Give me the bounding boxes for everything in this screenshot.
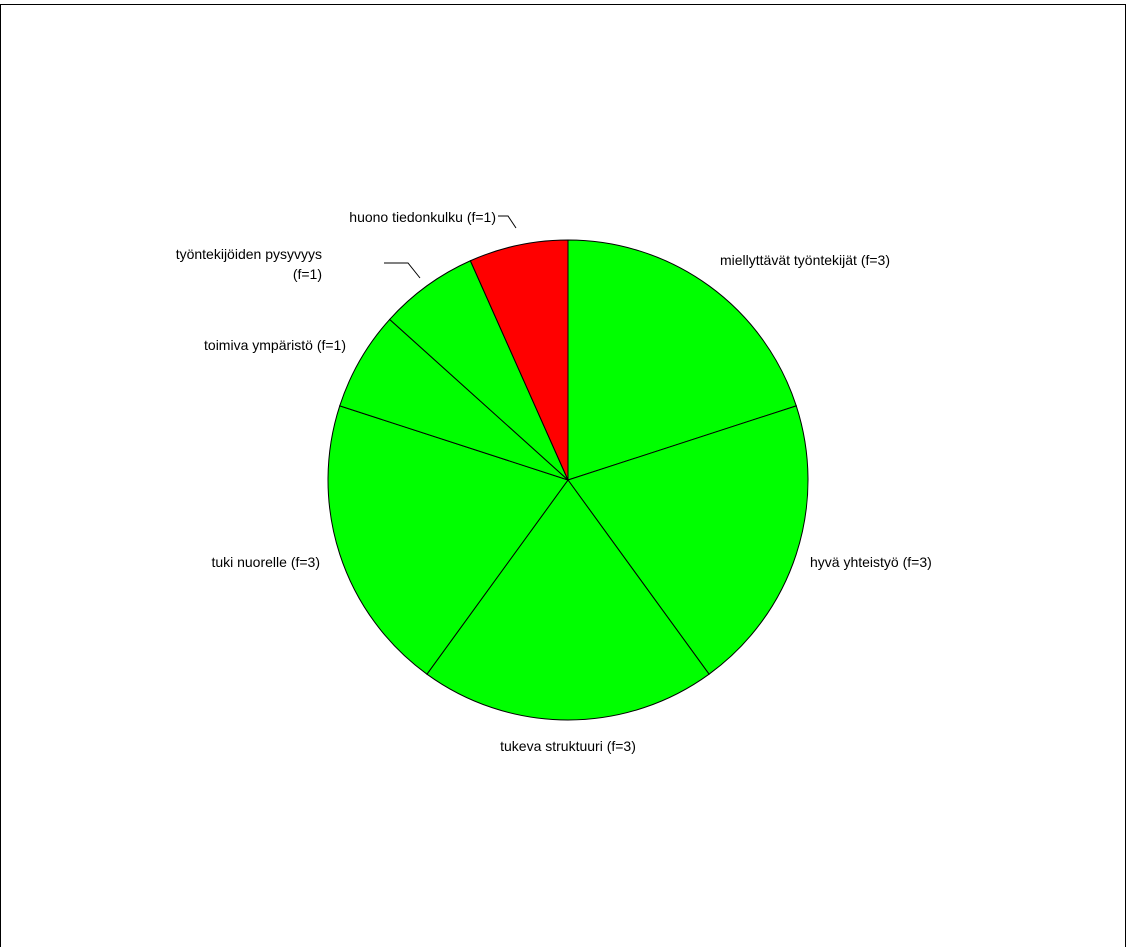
slice-label-line: miellyttävät työntekijät (f=3)	[720, 252, 890, 268]
slice-label-line: (f=1)	[293, 266, 322, 282]
pie-slice-4	[327, 405, 569, 675]
slice-label-line: toimiva ympäristö (f=1)	[204, 337, 346, 353]
label-leaders	[384, 215, 517, 279]
pie-slice-1	[567, 239, 797, 481]
slice-label-6: työntekijöiden pysyvyys (f=1)	[176, 246, 322, 282]
slice-labels: miellyttävät työntekijät (f=3) hyvä yhtei…	[176, 209, 932, 754]
pie-slice-3	[426, 479, 710, 721]
slice-label-5: toimiva ympäristö (f=1)	[204, 337, 346, 353]
slice-label-line: tukeva struktuuri (f=3)	[500, 738, 636, 754]
pie-slice-2	[567, 405, 809, 675]
slice-label-1: miellyttävät työntekijät (f=3)	[720, 252, 890, 268]
slice-label-line: tuki nuorelle (f=3)	[211, 554, 320, 570]
slice-label-line: työntekijöiden pysyvyys	[176, 246, 322, 262]
pie-slice-7	[469, 239, 569, 481]
slice-label-7: huono tiedonkulku (f=1)	[349, 209, 496, 225]
slice-label-line: hyvä yhteistyö (f=3)	[810, 554, 932, 570]
pie-slices	[327, 239, 809, 721]
label-leader-line	[498, 215, 517, 229]
slice-label-2: hyvä yhteistyö (f=3)	[810, 554, 932, 570]
slice-label-line: huono tiedonkulku (f=1)	[349, 209, 496, 225]
slice-label-3: tukeva struktuuri (f=3)	[500, 738, 636, 754]
slice-label-4: tuki nuorelle (f=3)	[211, 554, 320, 570]
label-leader-line	[384, 262, 421, 279]
